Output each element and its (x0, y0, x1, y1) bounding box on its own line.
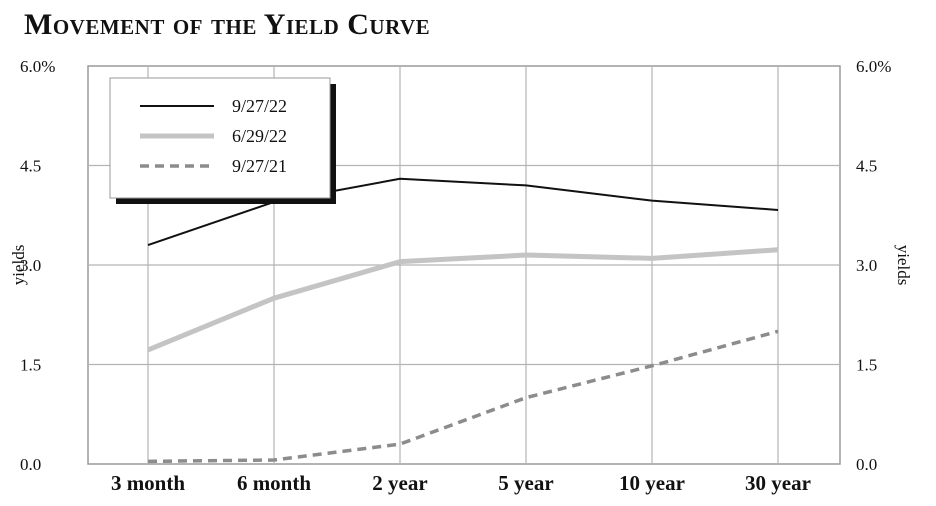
y-axis-label-left: yields (9, 245, 28, 286)
legend-label: 9/27/21 (232, 156, 287, 176)
legend-label: 6/29/22 (232, 126, 287, 146)
y-tick-label-right: 0.0 (856, 455, 877, 474)
x-tick-label: 6 month (237, 471, 311, 495)
y-tick-label-left: 1.5 (20, 356, 41, 375)
y-tick-label-right: 1.5 (856, 356, 877, 375)
y-tick-label-right: 3.0 (856, 256, 877, 275)
y-tick-label-left: 3.0 (20, 256, 41, 275)
x-tick-label: 5 year (498, 471, 553, 495)
x-tick-label: 3 month (111, 471, 185, 495)
series-line-9-27-22 (147, 177, 779, 247)
series-line-6-29-22 (147, 247, 779, 353)
x-tick-label: 2 year (372, 471, 427, 495)
y-tick-label-right: 4.5 (856, 157, 877, 176)
x-tick-label: 10 year (619, 471, 685, 495)
y-axis-label-right: yields (894, 245, 913, 286)
series-line-9-27-21 (147, 329, 779, 464)
y-tick-label-left: 6.0% (20, 57, 55, 76)
y-tick-label-left: 0.0 (20, 455, 41, 474)
y-tick-label-right: 6.0% (856, 57, 891, 76)
legend: 9/27/22 6/29/22 9/27/21 (109, 77, 336, 204)
legend-label: 9/27/22 (232, 96, 287, 116)
y-tick-label-left: 4.5 (20, 157, 41, 176)
chart-title: Movement of the Yield Curve (24, 8, 431, 41)
x-tick-label: 30 year (745, 471, 811, 495)
